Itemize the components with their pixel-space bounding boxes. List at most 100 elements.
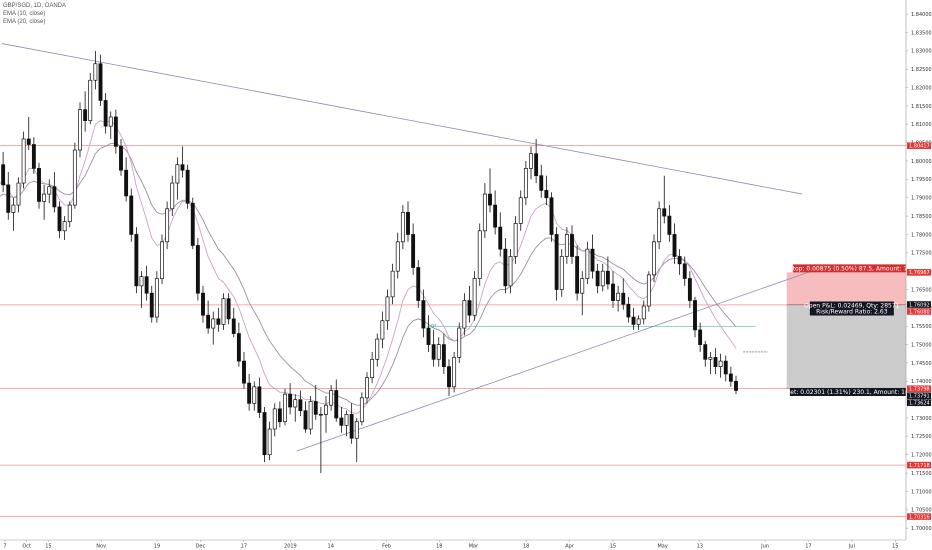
legend-ema-10[interactable]: EMA (10, close) (3, 11, 46, 17)
candle (590, 234, 595, 279)
candle-body (488, 193, 492, 206)
candle (298, 390, 303, 417)
candle (723, 355, 728, 382)
candle (580, 271, 585, 316)
entry-marker-label: 0* (431, 324, 437, 330)
candle-body (62, 221, 67, 232)
time-axis[interactable]: 7 Oct 15 Nov 19 Dec 17 2019 14 Feb 18 Mar 18 Apr 15 May… (0, 539, 906, 550)
candle-body (693, 300, 697, 331)
candle-body (26, 138, 31, 145)
candle (698, 322, 703, 352)
x-tick-label: Mar (469, 544, 479, 550)
candle (513, 216, 518, 264)
candle (129, 188, 134, 242)
candle-body (523, 168, 528, 199)
price-tag: 1.76080 (907, 308, 931, 315)
candle-body (575, 256, 580, 294)
y-tick-label: 1.83000 (911, 49, 932, 55)
price-tag-text: 1.76092 (909, 302, 930, 308)
y-tick-label: 1.81500 (911, 104, 932, 110)
candle-body (529, 153, 533, 169)
candle-body (380, 320, 385, 340)
candle-body (421, 300, 426, 329)
candle (329, 384, 334, 411)
candle (57, 201, 62, 239)
candle (72, 142, 77, 209)
candle-body (37, 168, 41, 202)
candle-body (57, 206, 62, 232)
price-tag-text: 1.73791 (909, 394, 930, 400)
candle-body (508, 256, 513, 287)
x-tick-label: 15 (45, 544, 51, 550)
y-tick-label: 1.78500 (911, 214, 932, 220)
candle (570, 225, 574, 264)
candle-body (354, 421, 359, 439)
candle (421, 289, 426, 338)
candle-body (390, 270, 395, 298)
candle (595, 263, 600, 294)
y-tick-label: 1.82000 (911, 85, 932, 91)
candle (308, 395, 313, 435)
candle-body (339, 417, 344, 426)
y-tick-label: 1.74000 (911, 379, 932, 385)
target-zone (786, 304, 906, 389)
candle-body (277, 408, 282, 423)
candle (554, 227, 559, 301)
candle (170, 175, 175, 217)
candle (411, 223, 416, 275)
candle (375, 333, 380, 367)
candle-body (457, 327, 462, 358)
candle (190, 197, 195, 250)
candle (78, 102, 82, 158)
candle-body (498, 226, 503, 250)
x-tick-label: 7 (3, 544, 6, 550)
y-tick-label: 1.72500 (911, 434, 932, 440)
x-tick-label: 17 (241, 544, 247, 550)
candle-body (83, 109, 88, 121)
candle-body (201, 292, 205, 316)
x-tick-label: Dec (196, 544, 206, 550)
candle (354, 418, 359, 463)
stop-label-bg (792, 264, 911, 273)
candle-body (400, 212, 405, 243)
y-tick-label: 1.83500 (911, 30, 932, 36)
price-tag-bg (907, 142, 931, 150)
candle (662, 175, 667, 224)
y-tick-label: 1.76500 (911, 287, 932, 293)
candle (380, 311, 385, 349)
candle-body (477, 230, 482, 279)
candle (288, 383, 293, 415)
target-label-bg (789, 387, 914, 396)
candle-body (534, 153, 539, 177)
candle-body (616, 292, 621, 301)
price-tag-text: 1.70316 (909, 514, 930, 520)
price-tag: 1.73624 (907, 399, 931, 407)
candle-body (447, 366, 451, 388)
pnl-label: Open P&L: 0.02469, Qty: 28571Risk/Reward… (804, 301, 900, 316)
time-axis-bg (0, 540, 906, 550)
price-axis[interactable]: 1.84000 1.83500 1.83000 1.82500 1.82000 1.815… (905, 0, 932, 550)
y-tick-label: 1.78000 (911, 232, 932, 238)
candle-body (216, 318, 221, 325)
candle (226, 293, 231, 325)
candle (544, 175, 549, 206)
candle-body (718, 360, 723, 367)
candle (175, 157, 180, 200)
candle (324, 395, 328, 433)
ema-10-line (0, 120, 737, 415)
legend-symbol[interactable]: GBP/SGD, 1D, OANDA (3, 3, 67, 9)
candle (313, 384, 318, 420)
y-tick-label: 1.70500 (911, 508, 932, 514)
candle-body (108, 116, 113, 127)
candle-body (21, 138, 26, 184)
candle-body (687, 278, 692, 301)
legend-ema-20[interactable]: EMA (20, close) (3, 19, 46, 25)
candle-body (324, 404, 328, 415)
candle (457, 322, 462, 363)
candle-body (359, 397, 364, 423)
candle (436, 337, 441, 367)
candle-body (42, 193, 47, 202)
candle-body (436, 344, 441, 360)
stop-zone (786, 272, 906, 305)
